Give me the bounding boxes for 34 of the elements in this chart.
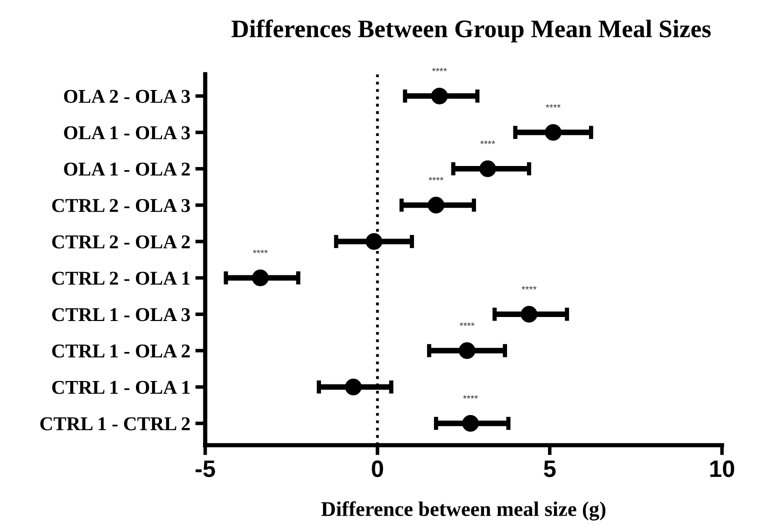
y-tick-label: CTRL 1 - CTRL 2: [40, 417, 190, 430]
x-axis-title: Difference between meal size (g): [321, 501, 606, 521]
point: [479, 160, 496, 178]
point: [462, 415, 479, 432]
point: [431, 88, 448, 104]
point: [366, 233, 382, 250]
point: [544, 124, 562, 141]
y-tick-label: OLA 2 - OLA 3: [64, 90, 190, 103]
annotation: ****: [480, 140, 496, 144]
annotation: ****: [463, 395, 478, 399]
annotation: ****: [546, 104, 561, 108]
point: [345, 378, 362, 396]
y-tick-label: OLA 1 - OLA 2: [64, 162, 190, 176]
y-tick-label: OLA 1 - OLA 3: [64, 126, 190, 140]
x-tick-label: 10: [710, 460, 734, 478]
y-tick-label: CTRL 2 - OLA 2: [52, 235, 190, 248]
point: [458, 342, 476, 359]
x-tick-label: 5: [544, 460, 556, 478]
point: [252, 270, 269, 286]
y-tick-label: CTRL 2 - OLA 1: [52, 272, 190, 285]
annotation: ****: [460, 322, 474, 326]
point: [520, 306, 538, 323]
y-tick-label: CTRL 1 - OLA 3: [52, 308, 190, 322]
x-tick-label: -5: [196, 460, 216, 478]
annotation: ****: [252, 250, 268, 254]
annotation: ****: [428, 176, 444, 180]
y-tick-label: CTRL 1 - OLA 1: [52, 380, 190, 394]
annotation: ****: [522, 286, 536, 290]
y-tick-label: CTRL 2 - OLA 3: [52, 199, 190, 212]
y-tick-label: CTRL 1 - OLA 2: [52, 344, 190, 358]
annotation: ****: [432, 68, 447, 72]
chart-title: Differences Between Group Mean Meal Sizes: [232, 20, 711, 42]
x-tick-label: 0: [372, 460, 384, 478]
point: [428, 196, 444, 214]
